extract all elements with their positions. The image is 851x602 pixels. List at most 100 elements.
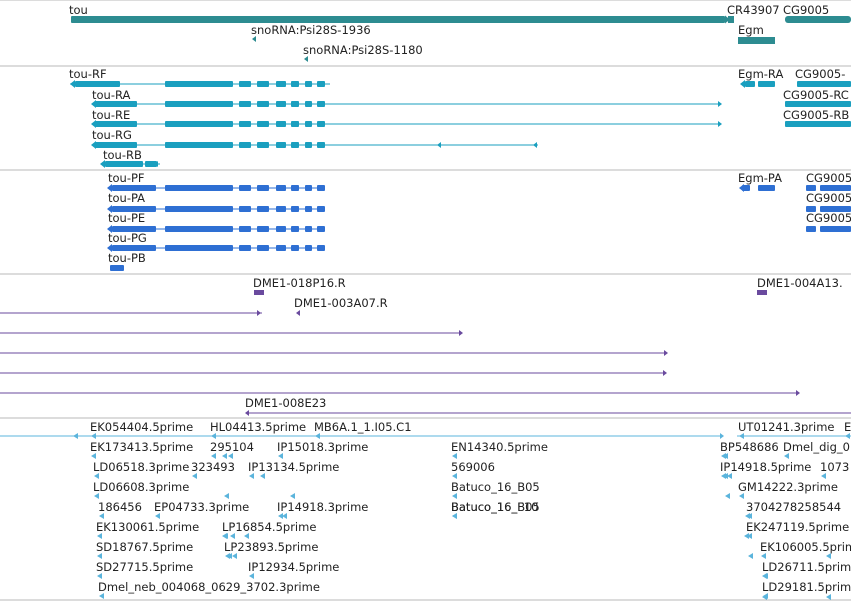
protein-egm-pa[interactable]: Egm-PA xyxy=(738,171,782,192)
protein-cg9005-0[interactable]: CG9005 xyxy=(806,171,851,191)
protein-cg9005-1[interactable]: CG9005 xyxy=(806,191,851,212)
protein-tou-pg[interactable]: tou-PG xyxy=(107,231,325,252)
gene-cg9005[interactable]: CG9005 xyxy=(783,3,851,23)
est-feature[interactable]: LD06518.3prime xyxy=(93,460,189,479)
est-feature[interactable]: E xyxy=(844,420,851,439)
est-mark[interactable] xyxy=(232,553,237,559)
est-feature[interactable]: BP548686 xyxy=(720,440,779,459)
est-feature[interactable]: LP16854.5prime xyxy=(222,520,316,539)
exon-block xyxy=(165,81,233,87)
est-feature[interactable]: IP14918.3prime xyxy=(277,500,368,519)
clone-read-2[interactable] xyxy=(0,370,667,376)
protein-label: tou-PA xyxy=(108,191,145,205)
est-mark[interactable] xyxy=(244,533,249,539)
est-long-read[interactable] xyxy=(0,433,851,439)
est-feature[interactable]: EK173413.5prime xyxy=(90,440,193,459)
est-feature[interactable]: IP15018.3prime xyxy=(277,440,368,459)
est-feature[interactable]: GM14222.3prime xyxy=(738,480,838,499)
est-mark[interactable] xyxy=(826,594,831,600)
clone-dme1-008e23[interactable]: DME1-008E23 xyxy=(245,396,851,416)
est-mark[interactable] xyxy=(745,513,750,519)
protein-tou-pb[interactable]: tou-PB xyxy=(108,251,146,271)
transcript-cg9005-rc[interactable]: CG9005-RC xyxy=(783,88,851,107)
est-mark[interactable] xyxy=(227,553,232,559)
protein-tou-pa[interactable]: tou-PA xyxy=(107,191,325,213)
protein-tou-pe[interactable]: tou-PE xyxy=(107,211,325,233)
est-feature[interactable]: IP14918.5prime xyxy=(720,460,811,479)
transcript-tou-ra[interactable]: tou-RA xyxy=(91,88,722,108)
clone-read-1[interactable] xyxy=(0,350,668,356)
gene-cr43907[interactable]: CR43907 xyxy=(727,3,780,23)
est-feature[interactable]: 186456 xyxy=(98,500,142,519)
est-feature[interactable]: LD06608.3prime xyxy=(93,480,189,499)
exon-block xyxy=(239,81,251,87)
transcript-tou-rg[interactable]: tou-RG xyxy=(91,128,538,149)
arrow-left-icon xyxy=(155,513,160,519)
est-feature[interactable]: 1073 xyxy=(820,460,849,479)
est-mark[interactable] xyxy=(222,453,227,459)
transcript-tou-rb[interactable]: tou-RB xyxy=(100,148,160,168)
est-feature[interactable]: EK054404.5prime xyxy=(90,420,193,439)
est-feature[interactable]: LD26711.5prime xyxy=(762,560,851,579)
arrow-left-icon xyxy=(762,594,767,600)
transcript-cg9005-rb[interactable]: CG9005-RB xyxy=(783,108,851,127)
clone-read-3[interactable] xyxy=(0,390,800,396)
est-feature[interactable]: 3704278258544 xyxy=(746,500,841,519)
est-feature[interactable]: 569006 xyxy=(451,460,495,479)
est-feature[interactable]: MB6A.1_1.I05.C1 xyxy=(314,420,412,439)
est-feature[interactable]: UT01241.3prime xyxy=(738,420,835,439)
est-mark[interactable] xyxy=(222,533,227,539)
gene-snorna-1936[interactable]: snoRNA:Psi28S-1936 xyxy=(251,23,371,42)
arrow-left-icon xyxy=(740,80,745,88)
gene-tou[interactable]: tou xyxy=(69,3,730,24)
gene-egm[interactable]: Egm xyxy=(738,23,775,44)
est-feature[interactable]: LP23893.5prime xyxy=(224,540,318,559)
est-feature[interactable]: IP13134.5prime xyxy=(248,460,339,479)
est-feature[interactable]: Batuco_16_F10 xyxy=(451,500,538,519)
clone-read-0[interactable] xyxy=(0,330,463,336)
est-mark[interactable] xyxy=(725,493,730,499)
transcript-tou-rf[interactable]: tou-RF xyxy=(69,67,330,88)
transcript-label: tou-RB xyxy=(103,148,142,162)
est-mark[interactable] xyxy=(723,473,728,479)
clone-dme1-003a07r[interactable]: DME1-003A07.R xyxy=(294,296,388,316)
est-feature[interactable]: HL04413.5prime xyxy=(210,420,306,439)
est-mark[interactable] xyxy=(290,493,295,499)
est-feature[interactable]: IP12934.5prime xyxy=(248,560,339,579)
transcript-egm-ra[interactable]: Egm-RA xyxy=(738,67,783,88)
est-mark[interactable] xyxy=(727,473,732,479)
est-feature[interactable]: SD27715.5prime xyxy=(96,560,193,579)
est-feature[interactable]: EK247119.5prime xyxy=(746,520,849,539)
est-feature[interactable]: Dmel_dig_0 xyxy=(783,440,850,459)
est-feature[interactable]: 323493 xyxy=(191,460,235,479)
est-feature[interactable]: SD18767.5prime xyxy=(96,540,193,559)
clone-dme1-004a13[interactable]: DME1-004A13. xyxy=(757,276,843,295)
est-feature[interactable]: EN14340.5prime xyxy=(451,440,548,459)
est-mark[interactable] xyxy=(748,553,753,559)
est-mark[interactable] xyxy=(723,453,728,459)
est-feature[interactable]: 295104 xyxy=(210,440,254,459)
est-feature[interactable]: LD29181.5prime xyxy=(762,580,851,599)
est-feature[interactable]: EP04733.3prime xyxy=(154,500,249,519)
transcript-tou-re[interactable]: tou-RE xyxy=(91,108,722,128)
gene-snorna-1180[interactable]: snoRNA:Psi28S-1180 xyxy=(303,43,423,62)
est-mark[interactable] xyxy=(260,473,265,479)
est-mark[interactable] xyxy=(826,553,831,559)
exon-block xyxy=(317,226,325,232)
clone-dme1-018p16r[interactable]: DME1-018P16.R xyxy=(0,276,346,316)
est-feature[interactable]: EK106005.5prime xyxy=(760,540,851,559)
est-mark[interactable] xyxy=(224,493,229,499)
est-mark[interactable] xyxy=(744,533,749,539)
est-mark[interactable] xyxy=(73,433,78,439)
transcript-cg9005-top[interactable]: CG9005- xyxy=(795,67,851,87)
est-mark[interactable] xyxy=(230,533,235,539)
est-mark[interactable] xyxy=(762,594,767,600)
est-mark[interactable] xyxy=(762,573,767,579)
est-feature[interactable]: EK130061.5prime xyxy=(96,520,199,539)
est-feature[interactable]: Dmel_neb_004068_0629_3702.3prime xyxy=(98,580,320,599)
protein-tou-pf[interactable]: tou-PF xyxy=(107,171,325,192)
est-mark[interactable] xyxy=(228,453,233,459)
est-mark[interactable] xyxy=(282,513,287,519)
protein-cg9005-2[interactable]: CG9005 xyxy=(806,211,851,232)
est-feature[interactable]: Batuco_16_B05 xyxy=(451,480,540,499)
